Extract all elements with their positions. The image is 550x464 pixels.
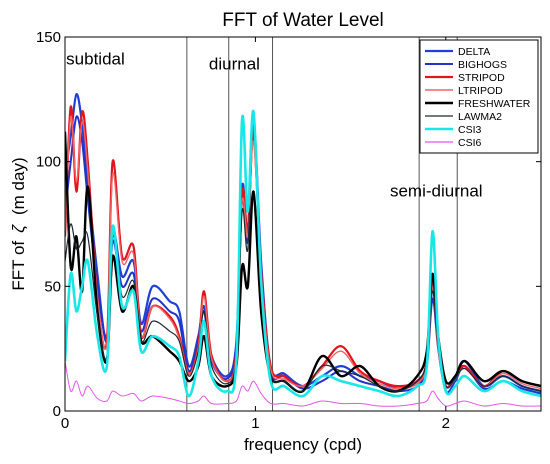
series-line-csi6 [65, 361, 541, 407]
legend-label-stripod: STRIPOD [458, 72, 505, 84]
legend-box [419, 39, 539, 154]
x-tick-label: 2 [442, 415, 450, 432]
legend-label-ltripod: LTRIPOD [458, 85, 503, 97]
legend-label-delta: DELTA [458, 46, 490, 58]
y-axis-label-symbol: ζ [9, 224, 28, 233]
x-tick-label: 0 [61, 415, 69, 432]
series-line-lawma2 [65, 111, 541, 393]
legend-label-bighogs: BIGHOGS [458, 59, 507, 71]
region-labels: subtidal diurnal semi-diurnal [66, 49, 482, 200]
y-tick-label: 100 [36, 154, 61, 171]
series-line-bighogs [65, 115, 541, 395]
plot-frame [64, 36, 542, 412]
region-label-semi-diurnal: semi-diurnal [390, 182, 483, 201]
y-axis-label: FFT of ζ (m day) [9, 157, 28, 290]
axis-ticks: 0 1 2 0 50 100 150 [36, 29, 541, 432]
y-axis-label-prefix: FFT of [9, 241, 28, 291]
legend-label-csi3: CSI3 [458, 124, 482, 136]
legend-label-freshwater: FRESHWATER [458, 98, 531, 110]
y-axis-label-unit: (m day) [9, 157, 28, 215]
x-tick-label: 1 [251, 415, 259, 432]
plot-area: 0 1 2 0 50 100 150 subtidal diurnal semi-diurnal [36, 29, 542, 432]
chart-title: FFT of Water Level [222, 10, 384, 31]
y-tick-label: 0 [53, 403, 61, 420]
y-tick-label: 50 [44, 278, 61, 295]
x-axis-label: frequency (cpd) [244, 435, 362, 454]
region-label-diurnal: diurnal [209, 54, 260, 73]
legend-label-csi6: CSI6 [458, 137, 482, 149]
legend-label-lawma2: LAWMA2 [458, 111, 502, 123]
series-line-csi3 [65, 110, 541, 398]
series-line-ltripod [65, 115, 541, 390]
series-group [65, 93, 541, 407]
legend: DELTABIGHOGSSTRIPODLTRIPODFRESHWATERLAWM… [419, 39, 539, 154]
region-label-subtidal: subtidal [66, 49, 125, 68]
y-tick-label: 150 [36, 29, 61, 46]
